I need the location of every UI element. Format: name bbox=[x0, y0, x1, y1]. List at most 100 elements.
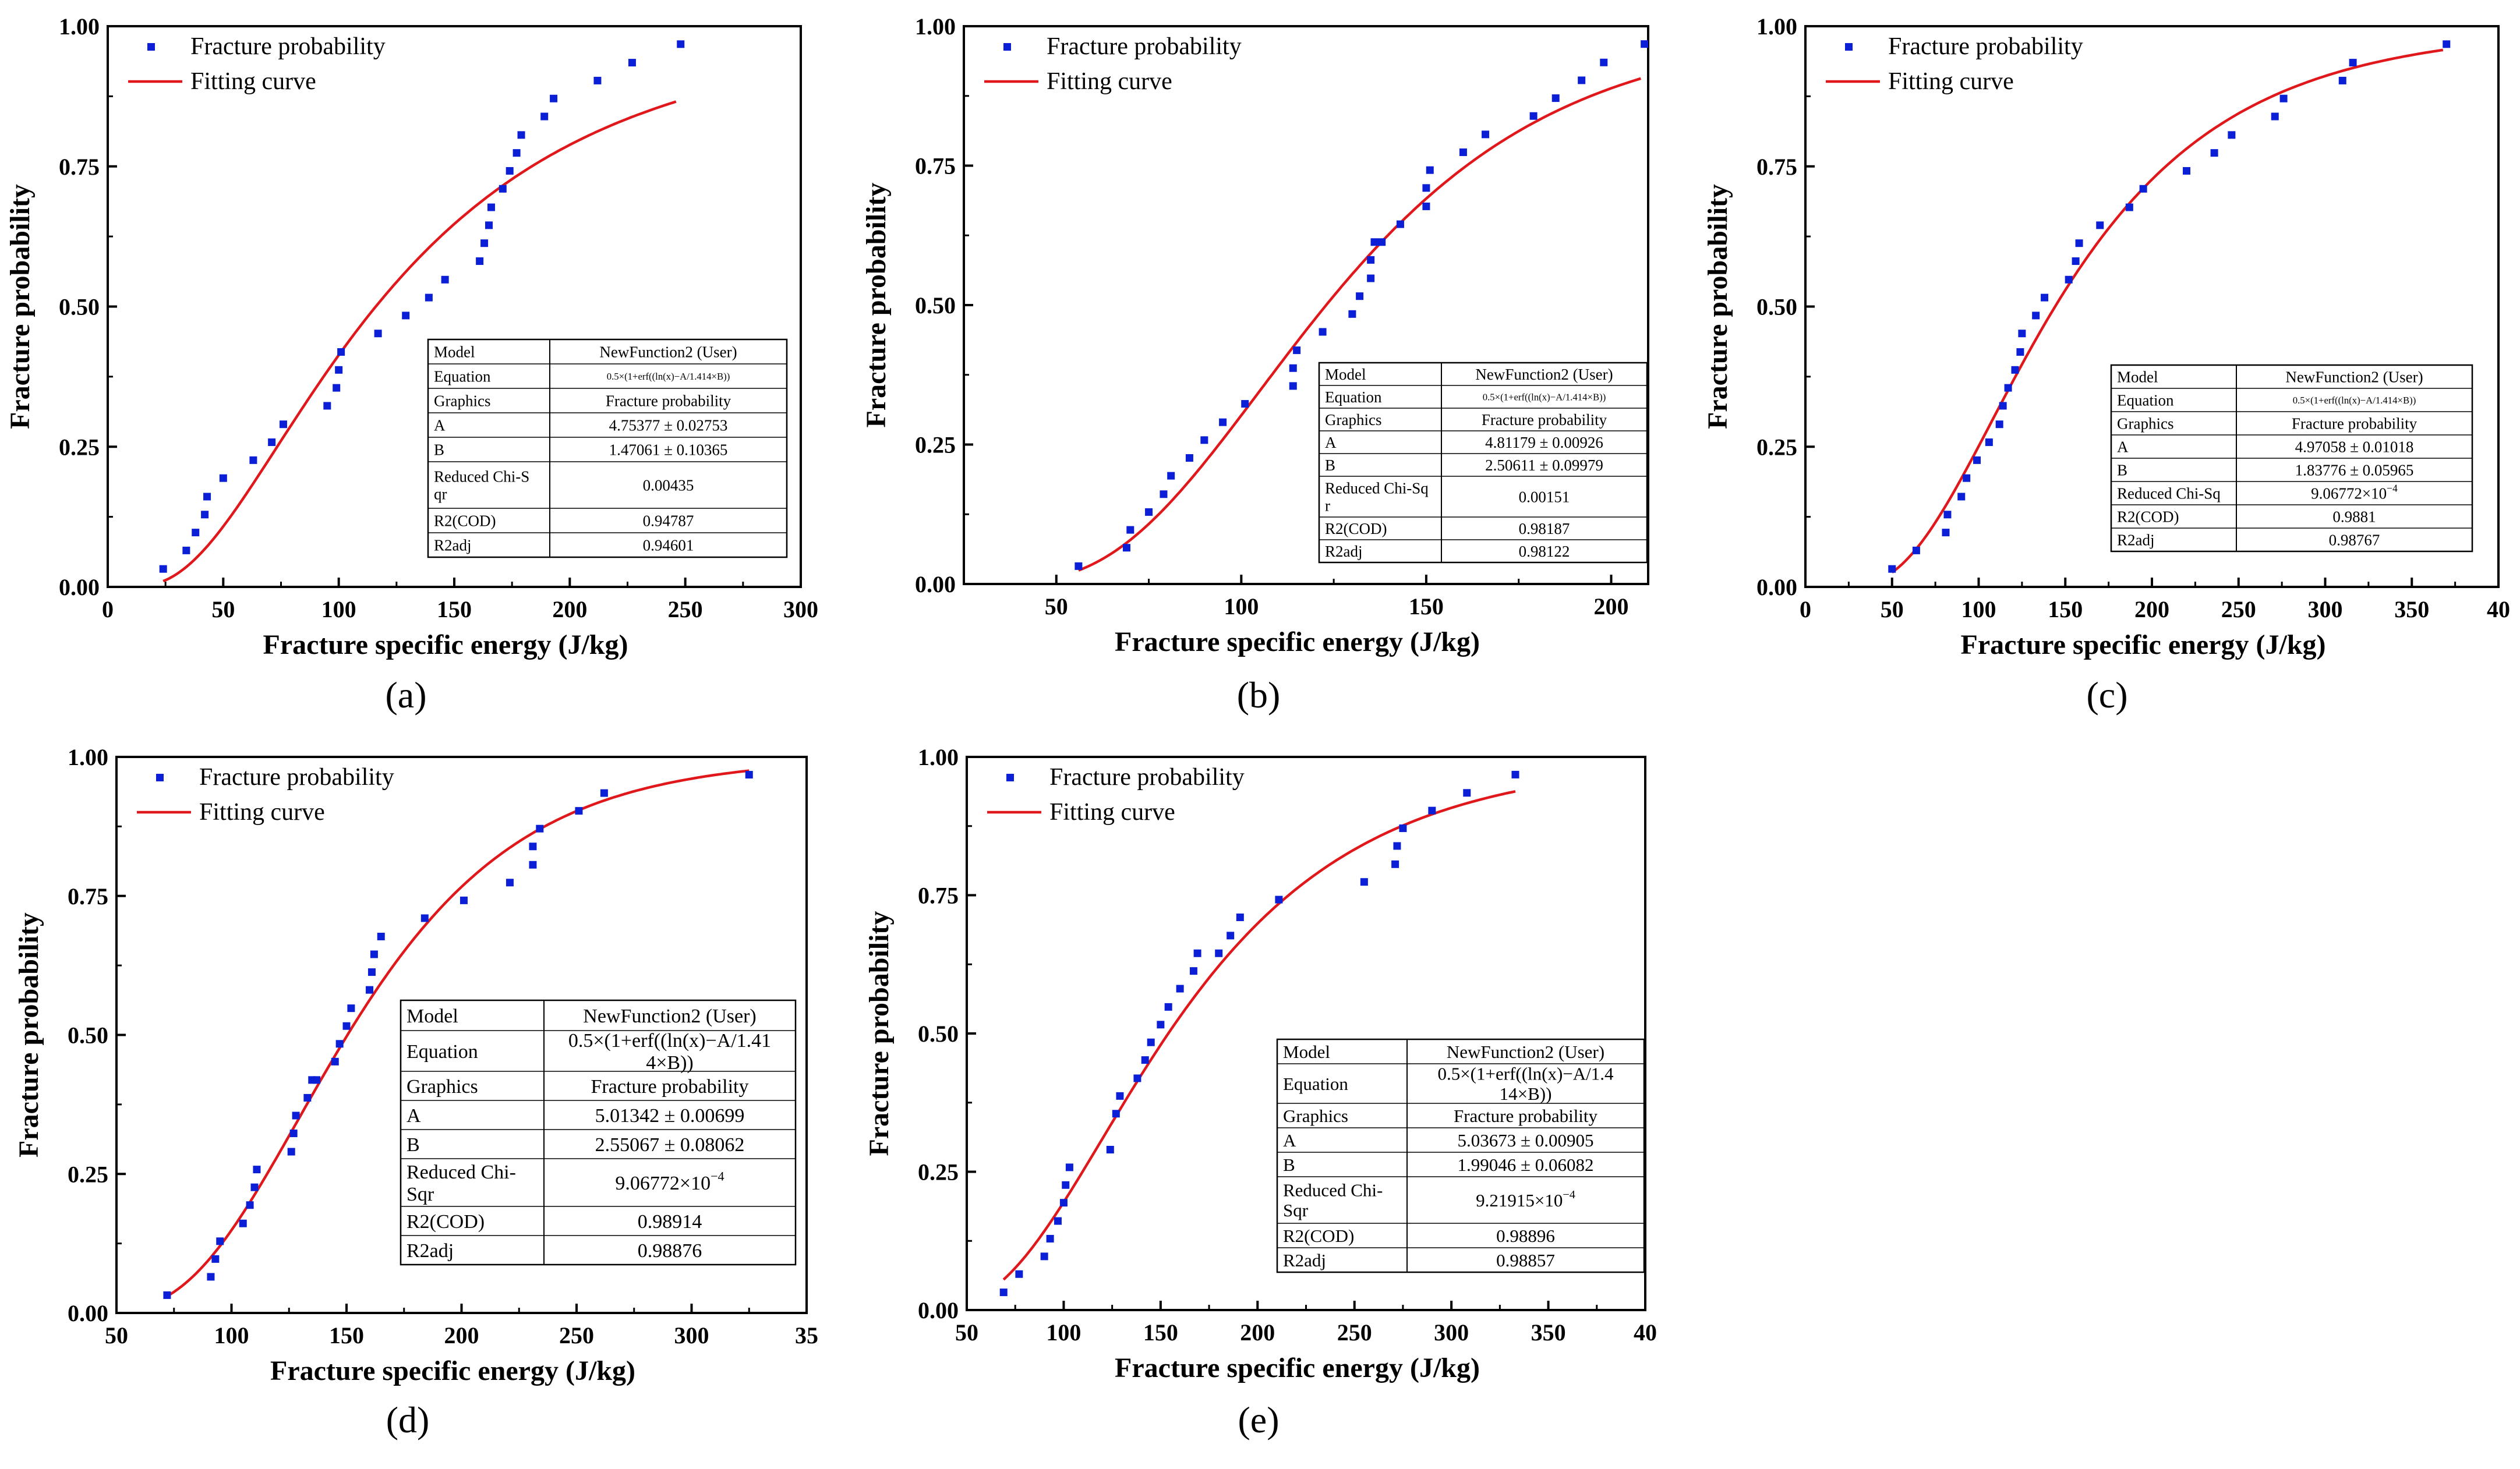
fit-table-value: 9.21915×10−4 bbox=[1476, 1188, 1575, 1210]
data-point bbox=[2271, 112, 2279, 121]
data-point bbox=[2016, 348, 2024, 356]
panel-label: (a) bbox=[385, 674, 426, 716]
fit-table-value: NewFunction2 (User) bbox=[599, 343, 737, 360]
data-point bbox=[402, 312, 410, 320]
data-point bbox=[207, 1273, 215, 1281]
legend-label-curve: Fitting curve bbox=[1049, 799, 1175, 826]
data-point bbox=[1422, 202, 1430, 210]
fit-table: Model NewFunction2 (User) Equation 0.5×(1+e… bbox=[2110, 364, 2473, 553]
data-point bbox=[292, 1112, 300, 1120]
data-point bbox=[335, 1040, 344, 1048]
fit-table-label: Graphics bbox=[434, 392, 490, 409]
data-point bbox=[2349, 59, 2357, 67]
legend-marker-points bbox=[1003, 43, 1011, 51]
fit-table-label: R2(COD) bbox=[407, 1211, 485, 1233]
fit-table-label: A bbox=[1283, 1130, 1296, 1151]
fit-table-value: 9.06772×10−4 bbox=[2311, 482, 2398, 502]
fit-table-border bbox=[1276, 1038, 1645, 1273]
fit-table-label: Reduced Chi-Sq bbox=[2117, 484, 2221, 502]
fit-table-border bbox=[400, 999, 797, 1266]
x-tick-label: 150 bbox=[437, 596, 472, 622]
fit-table-label: Equation bbox=[1283, 1074, 1348, 1094]
fit-table: Model NewFunction2 (User) Equation 0.5×(1+e… bbox=[427, 338, 788, 558]
legend-label-points: Fracture probability bbox=[1047, 33, 1242, 60]
x-tick-label: 100 bbox=[321, 596, 356, 622]
data-point bbox=[1241, 400, 1249, 408]
x-tick-label: 150 bbox=[1409, 593, 1444, 620]
fit-table-label: Model bbox=[1283, 1042, 1330, 1062]
data-point bbox=[1511, 770, 1519, 778]
legend-label-points: Fracture probability bbox=[1888, 33, 2083, 60]
data-point bbox=[2096, 221, 2104, 229]
data-point bbox=[1367, 274, 1375, 282]
data-point bbox=[1943, 511, 1952, 519]
data-point bbox=[249, 456, 257, 464]
data-point bbox=[506, 167, 514, 175]
x-tick-label: 50 bbox=[211, 596, 235, 622]
y-tick-label: 0.00 bbox=[915, 571, 956, 597]
data-point bbox=[1600, 58, 1608, 66]
data-point bbox=[1116, 1092, 1124, 1100]
data-point bbox=[1912, 546, 1920, 554]
fit-table-value: 5.03673 ± 0.00905 bbox=[1457, 1130, 1593, 1151]
data-point bbox=[536, 824, 544, 833]
data-point bbox=[2041, 293, 2049, 302]
fit-table-label: Model bbox=[434, 343, 475, 360]
fit-table-label: Equation bbox=[1325, 388, 1382, 406]
x-tick-label: 250 bbox=[668, 596, 703, 622]
fitting-curve bbox=[1891, 48, 2444, 574]
fit-table-label: R2adj bbox=[1283, 1250, 1326, 1270]
y-tick-label: 0.25 bbox=[68, 1161, 108, 1187]
fitting-curve bbox=[162, 100, 677, 583]
data-point bbox=[1378, 238, 1386, 246]
fit-table-label: Model bbox=[1325, 366, 1366, 383]
data-point bbox=[289, 1130, 298, 1138]
fit-table-label: B bbox=[2117, 461, 2127, 479]
data-point bbox=[593, 76, 602, 84]
data-point bbox=[1046, 1234, 1054, 1243]
data-point bbox=[370, 950, 378, 958]
data-point bbox=[1356, 292, 1364, 300]
y-tick-label: 0.00 bbox=[59, 574, 100, 600]
x-tick-label: 200 bbox=[1240, 1319, 1275, 1346]
x-axis-title: Fracture specific energy (J/kg) bbox=[1115, 626, 1480, 657]
data-point bbox=[1236, 914, 1244, 921]
x-tick-label: 100 bbox=[1046, 1319, 1081, 1346]
fit-table-value: 0.5×(1+erf((ln(x)−A/1.4 bbox=[1437, 1063, 1614, 1084]
legend-marker-points bbox=[1845, 43, 1853, 51]
data-point bbox=[487, 203, 495, 211]
data-point bbox=[1075, 562, 1083, 570]
x-tick-label: 200 bbox=[1593, 593, 1628, 620]
data-point bbox=[1463, 789, 1471, 797]
x-tick-label: 50 bbox=[1045, 593, 1068, 620]
data-point bbox=[2183, 167, 2190, 175]
data-point bbox=[163, 1291, 171, 1299]
data-point bbox=[425, 293, 433, 302]
fitting-curve bbox=[1002, 790, 1516, 1281]
data-point bbox=[1215, 949, 1223, 957]
x-tick-label: 250 bbox=[1337, 1319, 1372, 1346]
legend-label-points: Fracture probability bbox=[1049, 764, 1245, 791]
data-point bbox=[1529, 112, 1538, 120]
y-tick-label: 0.00 bbox=[68, 1300, 108, 1326]
x-tick-label: 100 bbox=[214, 1322, 249, 1348]
fit-table-value: 0.94787 bbox=[643, 512, 694, 529]
x-tick-label: 40 bbox=[2487, 596, 2510, 622]
data-point bbox=[1370, 238, 1379, 246]
data-point bbox=[1426, 166, 1434, 174]
x-axis-title: Fracture specific energy (J/kg) bbox=[1961, 629, 2326, 660]
data-point bbox=[203, 493, 211, 501]
data-point bbox=[1942, 529, 1950, 537]
fit-table-label: qr bbox=[434, 486, 447, 503]
data-point bbox=[1393, 842, 1401, 850]
x-tick-label: 350 bbox=[1531, 1319, 1566, 1346]
y-tick-label: 0.25 bbox=[59, 434, 100, 460]
data-point bbox=[1428, 806, 1436, 815]
chart-panel-e: 50 100 150 200 250 300 350 40 0.00 0.25 0.50 0.75 1.… bbox=[864, 744, 1657, 1440]
data-point bbox=[600, 789, 608, 797]
y-tick-label: 1.00 bbox=[59, 13, 100, 40]
data-point bbox=[513, 149, 521, 157]
x-tick-label: 300 bbox=[674, 1322, 709, 1348]
y-tick-label: 0.50 bbox=[918, 1021, 959, 1047]
